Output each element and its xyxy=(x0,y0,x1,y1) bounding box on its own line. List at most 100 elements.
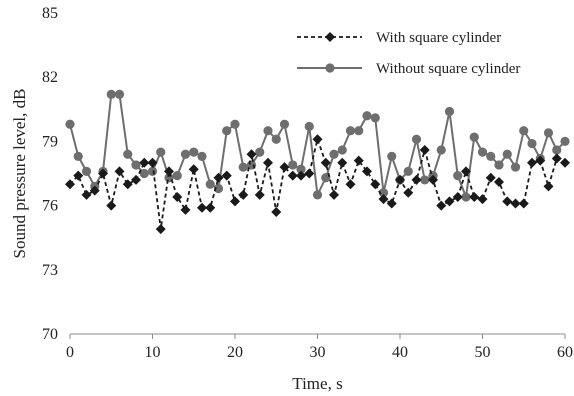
data-point xyxy=(271,134,281,144)
data-point xyxy=(519,126,529,136)
data-point xyxy=(188,164,199,175)
data-point xyxy=(510,162,521,172)
data-point xyxy=(65,119,75,129)
data-point xyxy=(378,194,389,205)
data-point xyxy=(354,126,364,136)
x-tick-label: 50 xyxy=(475,344,491,361)
data-point xyxy=(378,188,389,198)
data-point xyxy=(230,119,240,129)
data-point xyxy=(213,183,224,194)
legend: With square cylinder Without square cyli… xyxy=(297,30,520,77)
data-point xyxy=(180,149,191,159)
data-point xyxy=(502,196,513,207)
data-point xyxy=(461,192,471,202)
data-point xyxy=(494,160,504,170)
data-point xyxy=(131,174,141,185)
data-point xyxy=(279,162,290,173)
data-point xyxy=(329,189,339,200)
legend-label-without-cylinder: Without square cylinder xyxy=(376,61,520,77)
y-axis-title: Sound pressure level, dB xyxy=(10,89,29,259)
data-point xyxy=(353,155,364,166)
y-tick-label: 76 xyxy=(42,198,58,215)
data-point xyxy=(205,179,215,189)
x-tick-label: 10 xyxy=(145,344,161,361)
data-point xyxy=(552,145,562,155)
legend-marker xyxy=(325,32,335,42)
data-point xyxy=(494,177,504,188)
data-point xyxy=(345,179,356,190)
data-point xyxy=(411,174,422,185)
data-point xyxy=(527,157,537,168)
legend-label-with-cylinder: With square cylinder xyxy=(376,30,501,46)
data-point xyxy=(89,185,100,196)
x-tick-label: 60 xyxy=(557,344,573,361)
data-point xyxy=(155,224,166,235)
data-point xyxy=(238,189,249,200)
x-axis-ticks: 0 10 20 30 40 50 60 xyxy=(66,334,573,361)
legend-item-with-cylinder: With square cylinder xyxy=(297,30,501,46)
legend-swatch-with-cylinder xyxy=(297,32,362,42)
data-point xyxy=(485,172,496,183)
data-point xyxy=(337,157,348,168)
data-point xyxy=(403,166,413,176)
y-tick-label: 79 xyxy=(42,133,58,150)
data-point xyxy=(502,149,512,159)
series-without-cylinder xyxy=(65,89,570,202)
data-point xyxy=(205,202,216,213)
data-point xyxy=(469,132,479,142)
data-point xyxy=(370,179,381,190)
data-point xyxy=(230,196,240,207)
data-point xyxy=(287,170,298,181)
data-point xyxy=(172,171,182,181)
data-point xyxy=(279,119,290,129)
data-point xyxy=(271,207,282,218)
data-point xyxy=(131,160,141,170)
data-point xyxy=(98,168,108,179)
data-point xyxy=(197,151,207,161)
data-point xyxy=(147,166,158,176)
data-point xyxy=(321,173,331,183)
x-axis-title: Time, s xyxy=(292,374,342,393)
data-point xyxy=(510,198,521,209)
data-point xyxy=(395,174,405,185)
legend-marker xyxy=(325,63,335,73)
data-point xyxy=(477,147,488,157)
data-point xyxy=(477,194,488,205)
data-point xyxy=(238,162,248,172)
data-point xyxy=(81,166,92,176)
data-point xyxy=(312,134,323,145)
data-point xyxy=(420,175,430,185)
data-point xyxy=(65,179,75,190)
data-point xyxy=(362,111,372,121)
data-point xyxy=(337,145,347,155)
data-point xyxy=(114,166,125,177)
data-point xyxy=(444,106,455,117)
data-point xyxy=(197,202,207,213)
data-point xyxy=(312,190,323,200)
legend-swatch-without-cylinder xyxy=(297,63,362,73)
series-with-cylinder xyxy=(65,134,570,235)
data-point xyxy=(73,151,83,161)
data-point xyxy=(189,147,199,157)
data-point xyxy=(164,166,174,177)
legend-item-without-cylinder: Without square cylinder xyxy=(297,61,520,77)
data-point xyxy=(551,153,562,164)
data-point xyxy=(221,170,232,181)
data-point xyxy=(453,171,463,181)
data-point xyxy=(180,204,191,215)
data-point xyxy=(139,168,149,179)
data-point xyxy=(387,151,397,161)
data-point xyxy=(255,147,265,157)
data-point xyxy=(452,192,463,203)
data-point xyxy=(535,155,546,166)
y-tick-label: 73 xyxy=(42,262,58,279)
y-axis-ticks: 70 73 76 79 82 85 xyxy=(42,5,58,343)
data-point xyxy=(114,89,125,99)
data-point xyxy=(403,187,414,198)
data-point xyxy=(254,189,265,200)
data-point xyxy=(469,192,480,203)
data-point xyxy=(106,200,117,211)
data-point xyxy=(345,126,356,136)
data-point xyxy=(543,128,554,138)
